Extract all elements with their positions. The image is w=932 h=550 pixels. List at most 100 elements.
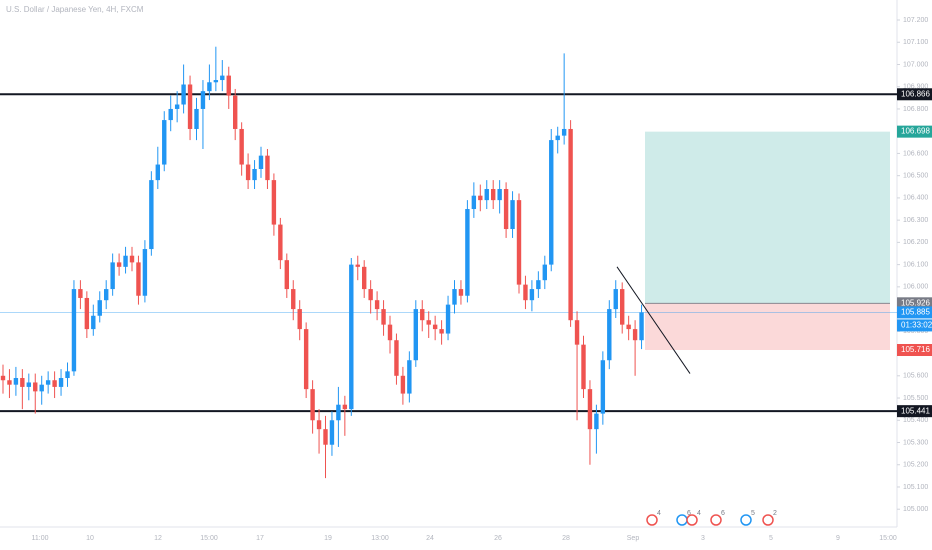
- candle-body: [284, 260, 289, 290]
- y-tick-label: 106.800: [903, 106, 928, 113]
- candle-body: [310, 389, 315, 421]
- candle-body: [52, 380, 57, 387]
- entry-tag-bg: [897, 297, 932, 310]
- candle-body: [620, 289, 625, 325]
- candle-body: [7, 380, 12, 385]
- stop-tag-bg: [897, 343, 932, 356]
- candle-body: [607, 309, 612, 361]
- candle-body: [110, 262, 115, 290]
- candle-body: [20, 378, 25, 387]
- candle-body: [168, 108, 173, 121]
- candle-body: [471, 195, 477, 210]
- x-tick-label: 26: [494, 535, 502, 542]
- candle-body: [594, 413, 599, 430]
- candle-body: [33, 382, 38, 392]
- candle-body: [400, 375, 406, 394]
- candle-body: [78, 289, 83, 298]
- y-tick-label: 105.600: [903, 373, 928, 380]
- y-tick-label: 107.000: [903, 61, 928, 68]
- countdown: 01:33:02: [901, 321, 932, 330]
- entry-tag: 105.926: [901, 298, 930, 307]
- y-tick-label: 106.200: [903, 239, 928, 246]
- candle-body: [316, 420, 322, 430]
- candle-body: [587, 389, 593, 430]
- candle-body: [136, 262, 141, 296]
- x-tick-label: 15:00: [879, 535, 897, 542]
- event-icon: [646, 514, 658, 526]
- x-tick-label: Sep: [627, 535, 640, 542]
- candle-body: [26, 382, 31, 387]
- candle-body: [581, 344, 586, 390]
- y-tick-label: 105.400: [903, 417, 928, 424]
- candle-body: [116, 262, 122, 267]
- candle-body: [123, 255, 128, 267]
- candle-body: [452, 289, 457, 305]
- candle-body: [91, 315, 96, 330]
- candle-body: [278, 224, 283, 261]
- x-tick-label: 17: [256, 535, 264, 542]
- level-tag: 105.441: [901, 406, 930, 415]
- candle-body: [407, 360, 412, 394]
- x-tick-label: 9: [836, 535, 840, 542]
- y-tick-label: 105.200: [903, 462, 928, 469]
- y-tick-label: 105.100: [903, 484, 928, 491]
- candle-body: [155, 164, 160, 181]
- y-tick-label: 106.000: [903, 284, 928, 291]
- event-icon: [710, 514, 722, 526]
- candle-body: [413, 309, 418, 361]
- event-icon: [686, 514, 698, 526]
- last-price-tag-bg: [897, 306, 932, 319]
- candle-body: [503, 189, 509, 230]
- candle-body: [258, 155, 264, 169]
- x-tick-label: 11:00: [32, 535, 49, 542]
- candle-body: [426, 320, 431, 325]
- candle-body: [432, 324, 438, 330]
- candle-body: [58, 378, 64, 387]
- candle-body: [323, 429, 328, 445]
- candle-body: [458, 289, 464, 296]
- candle-body: [84, 297, 90, 330]
- level-tag: 106.866: [901, 89, 930, 98]
- candle-body: [129, 255, 135, 263]
- candle-body: [13, 378, 19, 385]
- candle-body: [233, 95, 238, 129]
- candle-body: [626, 324, 631, 330]
- candle-body: [387, 324, 393, 341]
- candle-body: [181, 84, 186, 105]
- candle-body: [542, 264, 547, 281]
- target-zone: [645, 131, 890, 304]
- candle-body: [142, 249, 148, 296]
- candle-body: [536, 280, 541, 290]
- event-icon: [676, 514, 688, 526]
- candle-body: [271, 180, 277, 225]
- candle-body: [355, 264, 360, 267]
- candle-body: [349, 264, 354, 410]
- candle-body: [162, 120, 167, 165]
- candle-body: [639, 312, 644, 341]
- y-tick-label: 105.500: [903, 395, 928, 402]
- y-tick-label: 105.300: [903, 439, 928, 446]
- candle-body: [561, 128, 567, 136]
- candle-body: [568, 128, 573, 321]
- candle-body: [0, 375, 6, 381]
- candle-body: [226, 75, 231, 96]
- event-count: 4: [697, 510, 701, 517]
- y-tick-label: 105.800: [903, 328, 928, 335]
- y-tick-label: 106.900: [903, 84, 928, 91]
- candle-body: [252, 168, 257, 181]
- stop-tag: 105.716: [901, 345, 930, 354]
- candle-body: [187, 84, 193, 129]
- candle-body: [245, 164, 251, 181]
- event-count: 6: [721, 510, 725, 517]
- x-tick-label: 5: [769, 535, 773, 542]
- candle-body: [220, 75, 225, 81]
- candle-body: [39, 384, 44, 392]
- candle-body: [342, 404, 348, 410]
- chart-title: U.S. Dollar / Japanese Yen, 4H, FXCM: [6, 5, 144, 14]
- candle-body: [523, 284, 528, 301]
- target-tag-bg: [897, 125, 932, 138]
- x-tick-label: 3: [701, 535, 705, 542]
- candle-body: [497, 189, 502, 201]
- candle-body: [239, 128, 244, 165]
